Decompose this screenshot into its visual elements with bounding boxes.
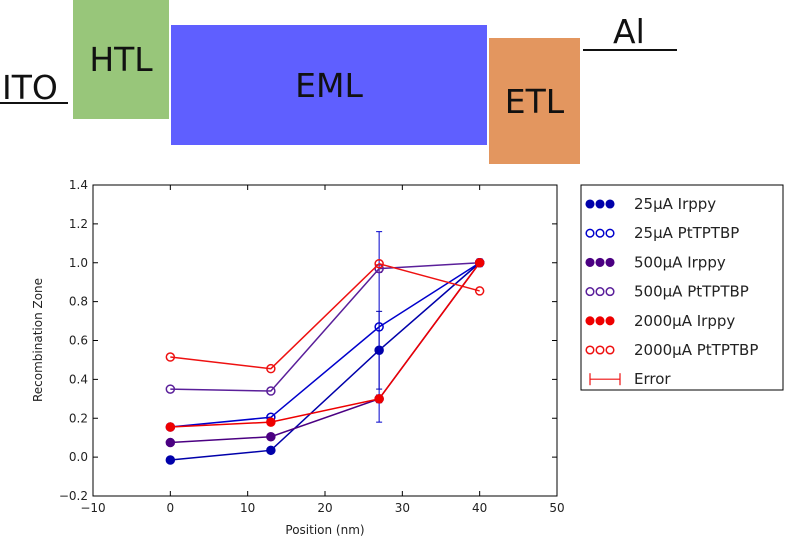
y-axis-label: Recombination Zone <box>31 278 45 402</box>
x-tick-label: 30 <box>395 501 410 515</box>
legend-label: 25μA Irppy <box>634 195 716 213</box>
data-point <box>165 384 176 394</box>
layer-etl-label: ETL <box>504 81 565 121</box>
legend-marker <box>585 228 595 238</box>
y-axis: −0.2 0.0 0.2 0.4 0.6 0.8 1.0 1.2 1.4 <box>59 178 557 503</box>
layer-htl-label: HTL <box>89 40 153 79</box>
legend-marker <box>585 316 595 326</box>
x-tick-label: −10 <box>80 501 105 515</box>
plot-area <box>92 184 558 497</box>
data-point <box>165 455 176 465</box>
legend-marker <box>585 199 595 209</box>
x-tick-label: 50 <box>549 501 564 515</box>
data-point <box>474 258 485 268</box>
series-line <box>170 262 481 428</box>
legend-label-error: Error <box>634 370 671 388</box>
legend-marker <box>595 228 605 238</box>
data-point <box>266 445 276 456</box>
legend-marker <box>605 316 615 326</box>
y-tick-label: 1.0 <box>69 256 88 270</box>
legend-label: 2000μA PtTPTBP <box>634 341 758 359</box>
legend-item: 500μA Irppy <box>585 253 726 271</box>
legend-item: 500μA PtTPTBP <box>585 283 749 301</box>
legend-item: 2000μA PtTPTBP <box>585 341 758 359</box>
legend-marker <box>605 199 615 209</box>
data-point <box>266 363 276 374</box>
legend: 25μA Irppy 25μA PtTPTBP 500μA Irppy 500μA P… <box>580 184 784 391</box>
data-point <box>165 437 176 448</box>
legend-item: 2000μA Irppy <box>585 312 735 330</box>
data-point <box>374 322 384 332</box>
legend-marker <box>605 287 615 297</box>
layer-eml: EML <box>171 25 487 145</box>
y-tick-label: 0.6 <box>69 334 88 348</box>
series-group <box>165 258 485 374</box>
data-point <box>374 258 384 269</box>
data-point <box>374 394 384 404</box>
series-group <box>165 258 485 432</box>
legend-marker <box>585 287 595 297</box>
x-tick-label: 0 <box>167 501 175 515</box>
electrode-right-label: Al <box>613 12 645 51</box>
layer-etl: ETL <box>489 38 580 164</box>
legend-label: 2000μA Irppy <box>634 312 735 330</box>
legend-item: 25μA PtTPTBP <box>585 224 739 242</box>
legend-label: 500μA Irppy <box>634 253 726 271</box>
legend-item: 25μA Irppy <box>585 195 716 213</box>
legend-marker <box>605 228 615 238</box>
series-layer <box>165 231 485 465</box>
x-axis-label: Position (nm) <box>285 523 364 537</box>
legend-label: 25μA PtTPTBP <box>634 224 739 242</box>
y-tick-label: 0.2 <box>69 411 88 425</box>
legend-label: 500μA PtTPTBP <box>634 283 749 301</box>
y-tick-label: 0.4 <box>69 372 88 386</box>
legend-marker <box>595 257 605 267</box>
electrode-left-line <box>0 102 68 104</box>
series-line <box>170 262 480 370</box>
legend-box <box>580 184 784 391</box>
x-tick-label: 20 <box>317 501 332 515</box>
data-point <box>165 422 176 432</box>
legend-marker <box>585 257 595 267</box>
legend-marker <box>585 345 595 355</box>
series-line <box>170 262 481 461</box>
legend-marker <box>595 316 605 326</box>
layer-htl: HTL <box>73 0 169 119</box>
y-tick-label: 1.2 <box>69 217 88 231</box>
electrode-left-label: ITO <box>2 68 58 107</box>
y-tick-label: 1.4 <box>69 178 88 192</box>
layer-eml-label: EML <box>295 65 363 105</box>
series-line <box>170 262 480 392</box>
y-tick-label: 0.8 <box>69 295 88 309</box>
series-line <box>170 262 481 428</box>
legend-marker <box>595 199 605 209</box>
x-tick-label: 10 <box>240 501 255 515</box>
legend-item-error: Error <box>589 370 671 388</box>
x-tick-label: 40 <box>472 501 487 515</box>
data-point <box>266 417 276 427</box>
data-point <box>165 352 176 362</box>
legend-marker <box>595 287 605 297</box>
y-tick-label: −0.2 <box>59 489 88 503</box>
legend-marker <box>605 257 615 267</box>
x-axis: −10 0 10 20 30 40 50 <box>80 185 565 515</box>
legend-marker <box>605 345 615 355</box>
data-point <box>266 431 276 442</box>
data-point <box>474 286 485 296</box>
legend-marker <box>595 345 605 355</box>
y-tick-label: 0.0 <box>69 450 88 464</box>
data-point <box>266 386 276 396</box>
electrode-right-line <box>583 49 677 51</box>
